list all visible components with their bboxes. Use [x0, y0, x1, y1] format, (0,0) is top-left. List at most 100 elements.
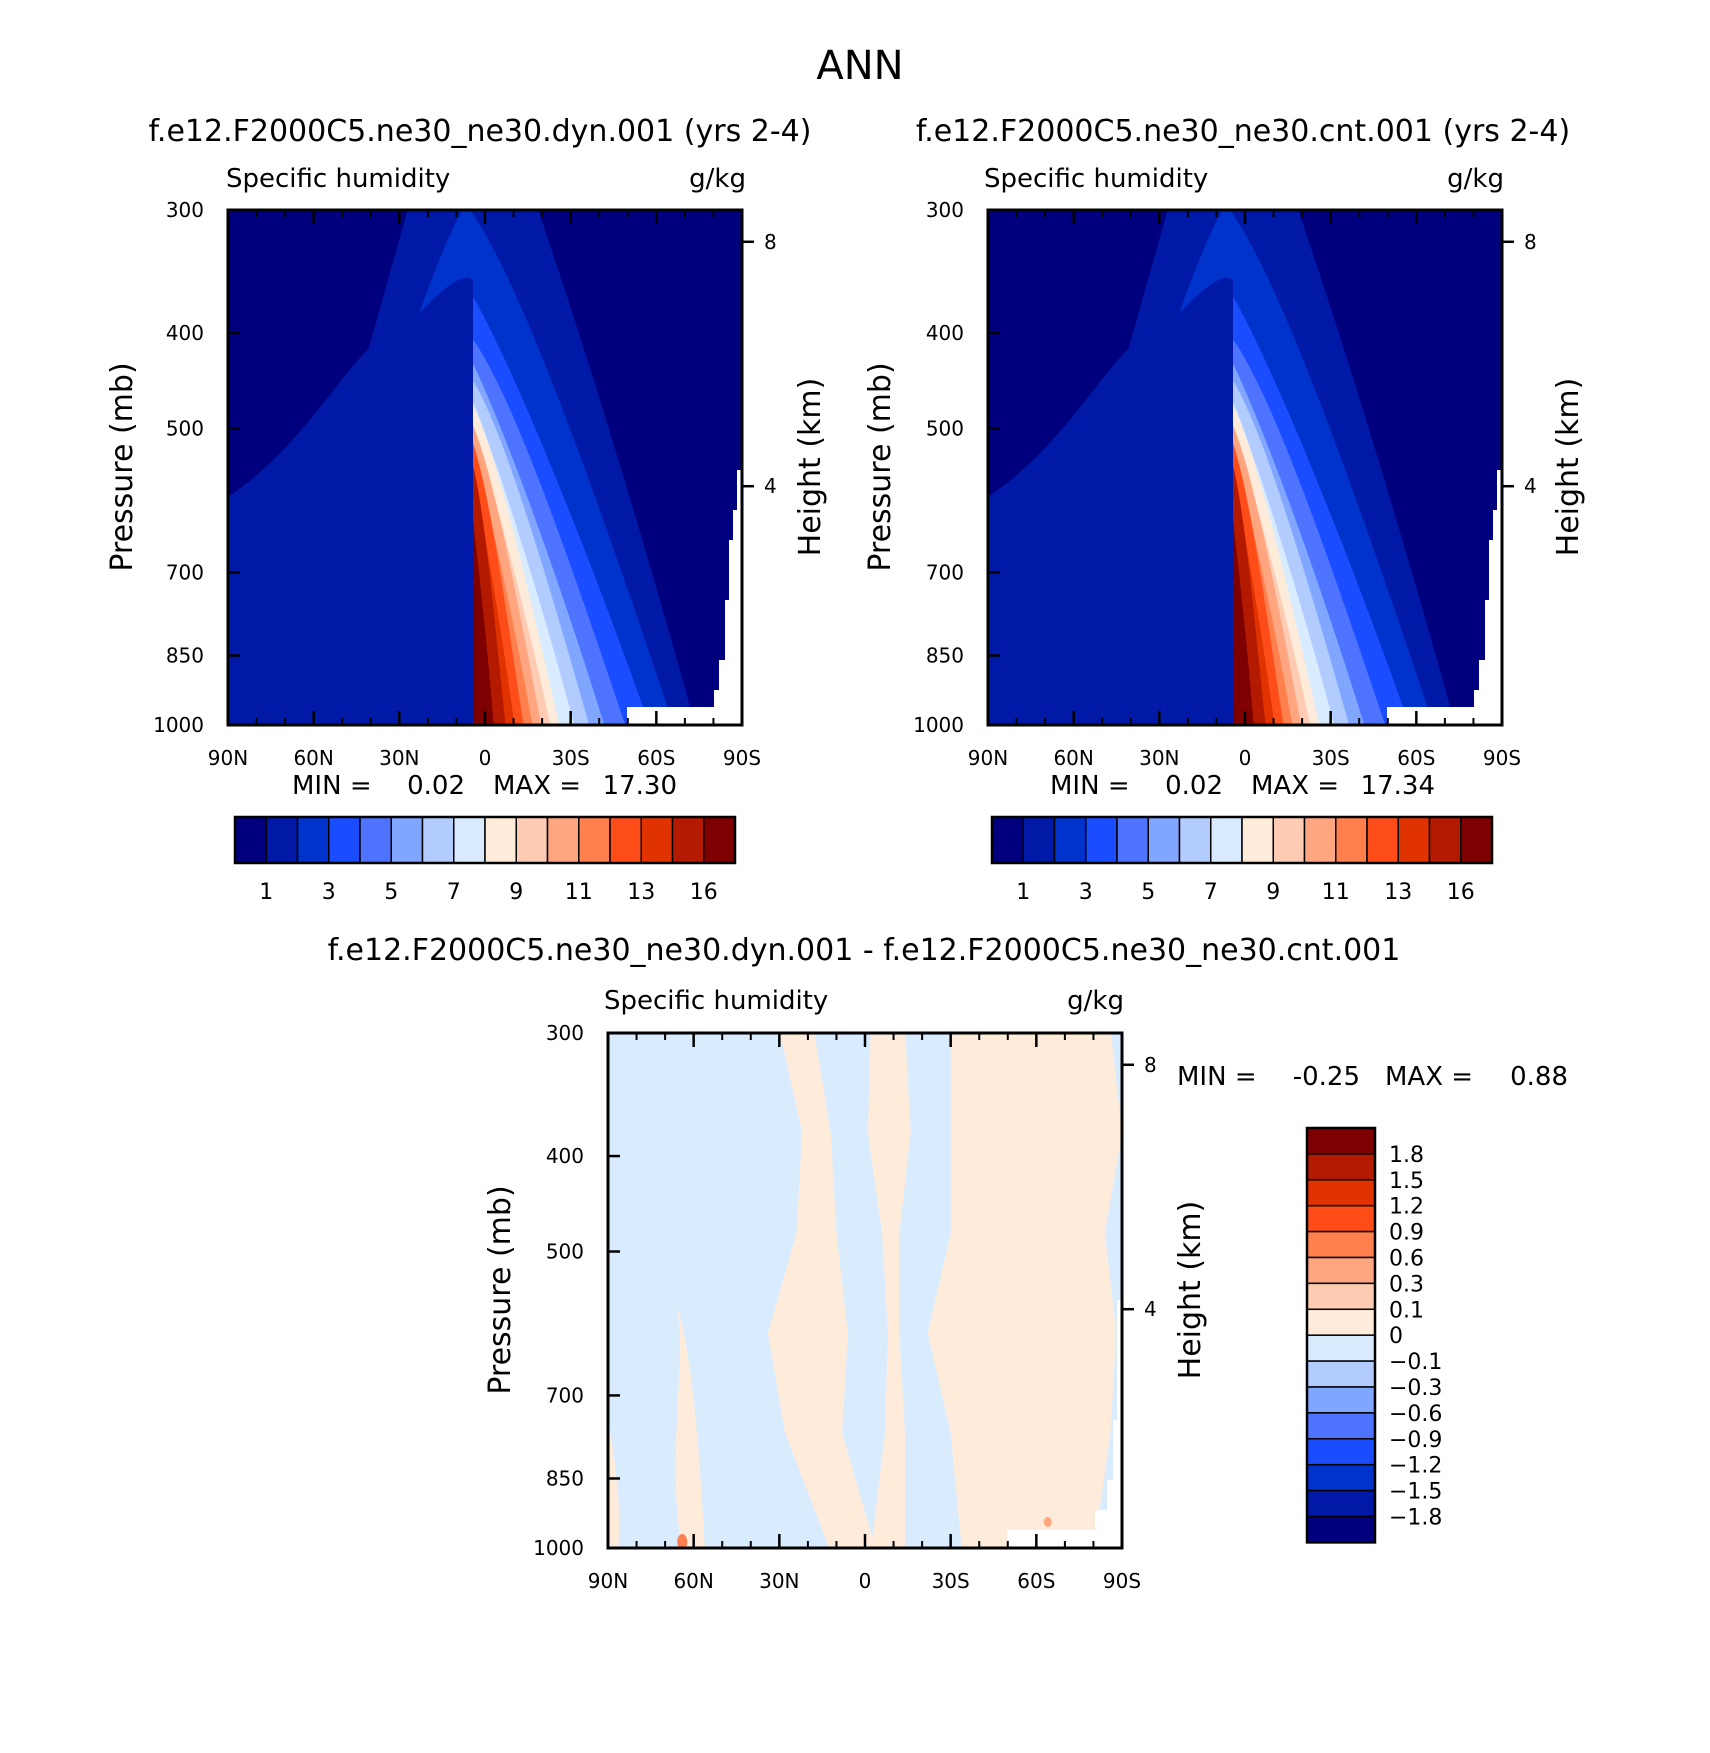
y-axis-right-label: Height (km) — [793, 378, 828, 557]
missing-data-mask — [627, 470, 742, 725]
min-value: -0.25 — [1293, 1062, 1360, 1092]
y-axis-label: Pressure (mb) — [863, 362, 898, 571]
colorbar-swatch — [1147, 816, 1181, 864]
colorbar-swatch — [1210, 816, 1243, 864]
colorbar-swatch — [421, 816, 455, 864]
max-value: 17.30 — [603, 771, 677, 801]
colorbar-swatch — [1053, 816, 1087, 864]
min-value: 0.02 — [407, 771, 465, 801]
panel-difference: f.e12.F2000C5.ne30_ne30.dyn.001 - f.e12.… — [328, 933, 1568, 1593]
colorbar-swatch — [578, 816, 611, 864]
colorbar-swatch — [1306, 1438, 1376, 1466]
colorbar: 1 3 5 7 9 11 13 16 — [233, 815, 737, 905]
x-tick-label: 60S — [637, 746, 675, 770]
colorbar: 1 3 5 7 9 11 13 16 — [990, 815, 1494, 905]
y-axis-right-label: Height (km) — [1551, 378, 1586, 557]
colorbar-swatch — [1303, 816, 1337, 864]
y-right-tick-label: 4 — [764, 474, 777, 498]
colorbar-swatch — [1272, 816, 1306, 864]
colorbar-swatch — [1335, 816, 1368, 864]
colorbar-swatch — [1306, 1489, 1376, 1518]
missing-data-mask — [1007, 1300, 1122, 1548]
colorbar-swatch — [671, 816, 705, 864]
colorbar-label: 0.9 — [1389, 1221, 1424, 1246]
y-tick-label: 500 — [926, 417, 964, 441]
y-axis-label: Pressure (mb) — [483, 1185, 518, 1394]
colorbar-label: 7 — [447, 880, 461, 905]
colorbar-label: 5 — [384, 880, 398, 905]
colorbar-label: 11 — [1322, 880, 1350, 905]
y-axis-right: 84 — [742, 230, 777, 498]
colorbar-label: 0.1 — [1389, 1298, 1424, 1323]
panel-title: f.e12.F2000C5.ne30_ne30.cnt.001 (yrs 2-4… — [916, 114, 1570, 149]
colorbar-label: 1.5 — [1389, 1169, 1424, 1194]
y-axis: 300 400 500 700 850 1000 — [913, 198, 1000, 737]
colorbar-swatch — [1306, 1179, 1376, 1207]
x-tick-label: 30N — [1139, 746, 1179, 770]
y-right-tick-label: 8 — [1144, 1053, 1157, 1077]
colorbar-swatch — [546, 816, 580, 864]
colorbar-swatch — [453, 816, 486, 864]
x-tick-label: 60N — [293, 746, 333, 770]
units-label: g/kg — [689, 164, 746, 194]
units-label: g/kg — [1447, 164, 1504, 194]
figure-title: ANN — [816, 43, 903, 89]
colorbar-swatch — [484, 816, 517, 864]
colorbar-label: 0.6 — [1389, 1247, 1424, 1272]
x-axis: 90N 60N 30N 0 30S 60S 90S — [208, 210, 761, 770]
contour-band — [988, 278, 1233, 725]
max-value: 0.88 — [1510, 1062, 1568, 1092]
y-tick-label: 300 — [546, 1021, 584, 1045]
variable-label: Specific humidity — [604, 986, 828, 1016]
x-tick-label: 0 — [1239, 746, 1252, 770]
colorbar-swatch — [1397, 816, 1431, 864]
y-tick-label: 850 — [166, 643, 204, 667]
panel-title: f.e12.F2000C5.ne30_ne30.dyn.001 (yrs 2-4… — [149, 114, 812, 149]
y-tick-label: 850 — [546, 1466, 584, 1490]
x-tick-label: 90S — [723, 746, 761, 770]
colorbar-swatch — [1306, 1386, 1376, 1414]
x-tick-label: 90N — [208, 746, 248, 770]
colorbar-swatch — [1306, 1204, 1376, 1233]
y-right-tick-label: 8 — [1524, 230, 1537, 254]
y-tick-label: 1000 — [533, 1536, 584, 1560]
colorbar-frame — [233, 815, 737, 865]
x-tick-label: 30S — [932, 1569, 970, 1593]
y-axis: 300 400 500 700 850 1000 — [533, 1021, 620, 1560]
colorbar-swatch — [234, 816, 267, 864]
colorbar-label: 3 — [322, 880, 336, 905]
colorbar-swatch — [265, 816, 299, 864]
colorbar-label: 1.2 — [1389, 1195, 1424, 1220]
colorbar-swatch — [1178, 816, 1212, 864]
colorbar-swatch — [609, 816, 642, 864]
y-axis-label: Pressure (mb) — [105, 362, 140, 571]
colorbar-swatch — [1306, 1412, 1376, 1440]
x-tick-label: 0 — [479, 746, 492, 770]
colorbar-swatch — [1428, 816, 1462, 864]
contour-band — [767, 1033, 876, 1548]
colorbar-swatch — [1460, 816, 1493, 864]
colorbar-swatch — [1366, 816, 1399, 864]
colorbar-swatch — [1116, 816, 1149, 864]
min-label: MIN = — [1050, 771, 1130, 801]
max-label: MAX = — [493, 771, 581, 801]
y-axis: 300 400 500 700 850 1000 — [153, 198, 240, 737]
colorbar-swatch — [1241, 816, 1274, 864]
colorbar-frame — [990, 815, 1494, 865]
colorbar-label: 9 — [1266, 880, 1280, 905]
y-tick-label: 700 — [926, 560, 964, 584]
x-tick-label: 30S — [1312, 746, 1350, 770]
colorbar-swatch — [1306, 1515, 1376, 1544]
contour-band — [1043, 1517, 1052, 1527]
colorbar-swatch — [1306, 1230, 1376, 1259]
min-label: MIN = — [1177, 1062, 1257, 1092]
contour-bands — [608, 1033, 1122, 1548]
variable-label: Specific humidity — [984, 164, 1208, 194]
y-tick-label: 400 — [546, 1144, 584, 1168]
variable-label: Specific humidity — [226, 164, 450, 194]
x-tick-label: 90S — [1103, 1569, 1141, 1593]
colorbar-label: 9 — [509, 880, 523, 905]
panel-cnt: f.e12.F2000C5.ne30_ne30.cnt.001 (yrs 2-4… — [863, 114, 1586, 905]
colorbar-swatch — [1306, 1127, 1376, 1155]
x-tick-label: 30S — [552, 746, 590, 770]
